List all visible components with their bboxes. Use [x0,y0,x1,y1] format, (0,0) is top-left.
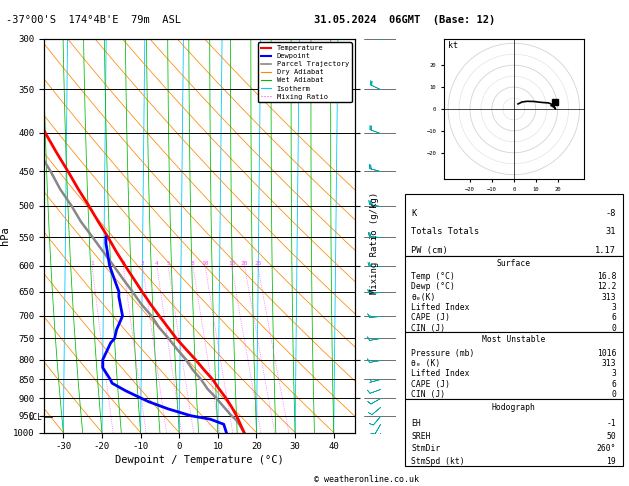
Text: Dewp (°C): Dewp (°C) [411,282,455,292]
FancyBboxPatch shape [405,399,623,466]
Text: CIN (J): CIN (J) [411,390,445,399]
Text: 50: 50 [606,432,616,441]
Text: LCL: LCL [28,413,42,422]
Text: 8: 8 [191,260,195,265]
Legend: Temperature, Dewpoint, Parcel Trajectory, Dry Adiabat, Wet Adiabat, Isotherm, Mi: Temperature, Dewpoint, Parcel Trajectory… [258,42,352,103]
Text: Hodograph: Hodograph [492,403,536,412]
Text: 1.17: 1.17 [595,245,616,255]
Text: EH: EH [411,419,421,428]
Text: StmSpd (kt): StmSpd (kt) [411,456,465,466]
Text: 20: 20 [241,260,248,265]
Text: -37°00'S  174°4B'E  79m  ASL: -37°00'S 174°4B'E 79m ASL [6,15,181,25]
X-axis label: Dewpoint / Temperature (°C): Dewpoint / Temperature (°C) [115,455,284,466]
Text: CIN (J): CIN (J) [411,324,445,332]
Text: Most Unstable: Most Unstable [482,335,545,344]
Text: CAPE (J): CAPE (J) [411,313,450,322]
Text: Lifted Index: Lifted Index [411,303,470,312]
Text: StmDir: StmDir [411,444,441,453]
Text: 6: 6 [611,313,616,322]
Text: PW (cm): PW (cm) [411,245,448,255]
Text: Totals Totals: Totals Totals [411,227,480,236]
Text: K: K [411,209,416,218]
Text: θₑ(K): θₑ(K) [411,293,436,302]
FancyBboxPatch shape [405,332,623,399]
Text: 3: 3 [141,260,145,265]
Text: 19: 19 [606,456,616,466]
Text: 0: 0 [611,324,616,332]
Text: 3: 3 [611,303,616,312]
Text: Surface: Surface [497,259,531,268]
Text: Lifted Index: Lifted Index [411,369,470,379]
FancyBboxPatch shape [405,256,623,332]
Text: 31: 31 [606,227,616,236]
Text: 4: 4 [155,260,159,265]
Text: 16.8: 16.8 [597,272,616,281]
Text: kt: kt [448,41,458,50]
Text: Pressure (mb): Pressure (mb) [411,348,475,358]
Text: 260°: 260° [597,444,616,453]
Y-axis label: km
ASL: km ASL [379,236,395,255]
Text: SREH: SREH [411,432,431,441]
Text: 0: 0 [611,390,616,399]
Text: -1: -1 [606,419,616,428]
Text: 313: 313 [601,359,616,368]
Text: Temp (°C): Temp (°C) [411,272,455,281]
Text: θₑ (K): θₑ (K) [411,359,441,368]
Text: Mixing Ratio (g/kg): Mixing Ratio (g/kg) [370,192,379,294]
Text: 2: 2 [121,260,125,265]
Text: 1016: 1016 [597,348,616,358]
Text: -8: -8 [606,209,616,218]
Text: 25: 25 [254,260,262,265]
Text: 10: 10 [201,260,209,265]
Text: 16: 16 [228,260,235,265]
Text: 6: 6 [611,380,616,389]
Text: 31.05.2024  06GMT  (Base: 12): 31.05.2024 06GMT (Base: 12) [314,15,496,25]
Text: 12.2: 12.2 [597,282,616,292]
Text: 3: 3 [611,369,616,379]
Text: 1: 1 [90,260,94,265]
Text: © weatheronline.co.uk: © weatheronline.co.uk [314,474,420,484]
Y-axis label: hPa: hPa [0,226,10,245]
Text: CAPE (J): CAPE (J) [411,380,450,389]
Text: 313: 313 [601,293,616,302]
FancyBboxPatch shape [405,194,623,256]
Text: 5: 5 [166,260,170,265]
